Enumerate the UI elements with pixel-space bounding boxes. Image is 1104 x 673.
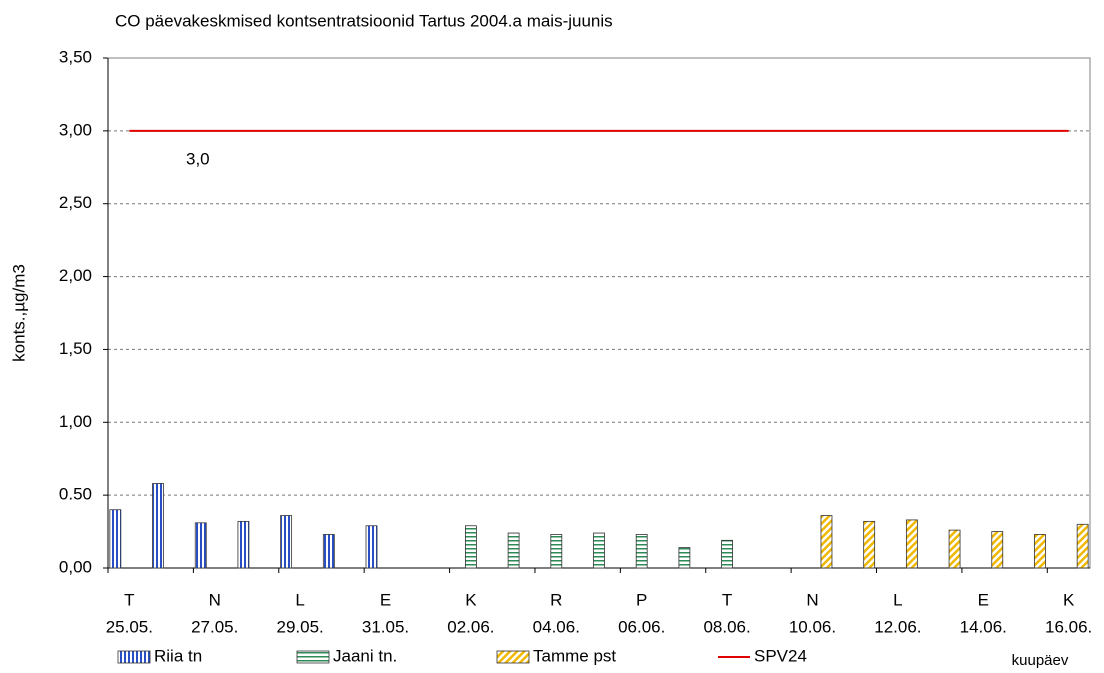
x-tick-label: 14.06. (960, 617, 1007, 636)
x-tick-label: 06.06. (618, 617, 665, 636)
y-tick-label: 1,50 (59, 339, 92, 358)
x-tick-label: 08.06. (703, 617, 750, 636)
x-tick-label: 16.06. (1045, 617, 1092, 636)
legend-swatch (117, 650, 151, 664)
x-tick-weekday: T (722, 590, 732, 609)
y-tick-label: 1,00 (59, 412, 92, 431)
x-tick-weekday: E (978, 590, 989, 609)
chart-title: CO päevakeskmised kontsentratsioonid Tar… (115, 11, 613, 30)
x-axis-title: kuupäev (1012, 652, 1069, 669)
x-tick-weekday: R (550, 590, 562, 609)
x-tick-weekday: N (209, 590, 221, 609)
y-tick-label: 2,00 (59, 266, 92, 285)
x-tick-label: 02.06. (447, 617, 494, 636)
bar (948, 529, 961, 569)
bar (152, 483, 164, 569)
legend-label: Jaani tn. (333, 646, 397, 665)
x-tick-weekday: P (636, 590, 647, 609)
x-tick-label: 04.06. (533, 617, 580, 636)
bar (322, 534, 335, 569)
x-tick-label: 27.05. (191, 617, 238, 636)
x-tick-label: 12.06. (874, 617, 921, 636)
x-tick-weekday: L (295, 590, 304, 609)
y-tick-label: 3,50 (59, 47, 92, 66)
x-tick-weekday: N (806, 590, 818, 609)
bar (635, 534, 648, 569)
bar (237, 520, 250, 569)
bar (1076, 523, 1089, 569)
x-tick-weekday: K (465, 590, 477, 609)
annotation: 3,0 (186, 149, 210, 168)
bar (905, 519, 918, 569)
bar (593, 532, 605, 569)
bar (507, 532, 520, 569)
bar (721, 539, 733, 569)
bar (678, 547, 691, 569)
y-tick-label: 0,00 (59, 557, 92, 576)
x-tick-label: 10.06. (789, 617, 836, 636)
bar (991, 531, 1004, 569)
y-tick-label: 3,00 (59, 120, 92, 139)
legend-label: SPV24 (754, 646, 807, 665)
bar (194, 522, 207, 569)
bar (465, 525, 477, 569)
y-tick-label: 0.50 (59, 485, 92, 504)
legend-swatch (296, 650, 330, 664)
y-axis-title: konts.,µg/m3 (9, 264, 28, 362)
bar (365, 525, 378, 569)
bar (109, 509, 122, 569)
legend-swatch (496, 650, 530, 664)
x-tick-weekday: E (380, 590, 391, 609)
legend-label: Riia tn (154, 646, 202, 665)
bar (863, 520, 876, 569)
plot-frame (107, 57, 1091, 569)
bar (1034, 534, 1046, 569)
y-tick-label: 2,50 (59, 193, 92, 212)
x-tick-label: 29.05. (276, 617, 323, 636)
legend-label: Tamme pst (533, 646, 616, 665)
bar (280, 515, 293, 569)
x-tick-label: 25.05. (106, 617, 153, 636)
x-tick-weekday: L (893, 590, 902, 609)
x-tick-weekday: K (1063, 590, 1075, 609)
bar (820, 515, 833, 569)
bar (550, 534, 563, 569)
x-tick-weekday: T (124, 590, 134, 609)
x-tick-label: 31.05. (362, 617, 409, 636)
